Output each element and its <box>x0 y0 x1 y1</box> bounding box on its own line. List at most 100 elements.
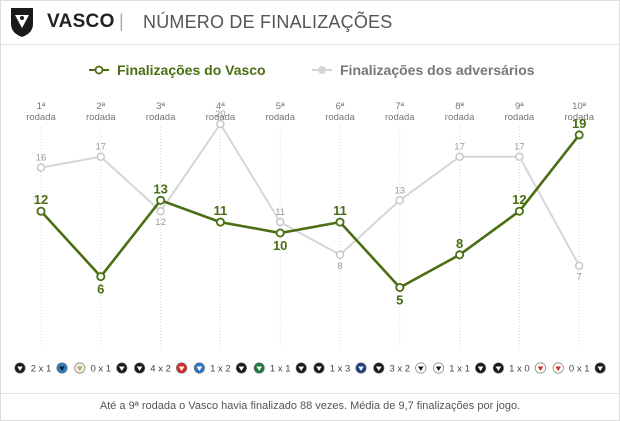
opponents-point <box>395 196 405 205</box>
vasco-data-label: 19 <box>572 116 586 131</box>
crest-mark <box>358 366 364 371</box>
opponents-data-label: 13 <box>395 185 406 196</box>
round-label-word: rodada <box>26 112 56 123</box>
vasco-point <box>574 130 584 140</box>
line-chart: Finalizações do Vasco Finalizações dos ad… <box>14 62 606 375</box>
vasco-data-label: 11 <box>333 203 347 218</box>
round-label-number: 10ª <box>572 101 587 112</box>
crest-mark <box>17 366 23 371</box>
footer: Até a 9ª rodada o Vasco havia finalizado… <box>1 393 619 420</box>
navy-crest-icon <box>355 362 367 374</box>
crest-mark <box>477 366 484 371</box>
blue-crest-icon <box>193 362 205 374</box>
vasco-point <box>275 228 285 238</box>
match-score: 1 x 1 <box>270 364 291 375</box>
round-label-number: 9ª <box>515 101 524 112</box>
crest-mark <box>59 366 65 371</box>
crest-mark <box>238 366 245 371</box>
vasco-data-label: 8 <box>456 236 463 251</box>
round-label-number: 3ª <box>156 101 165 112</box>
vasco-crest-icon <box>475 362 487 374</box>
opponents-data-label: 16 <box>36 153 47 164</box>
crest-mark <box>435 366 442 371</box>
vasco-crest-icon <box>14 362 26 374</box>
round-label-number: 1ª <box>37 101 46 112</box>
opponents-data-label: 20 <box>215 109 226 120</box>
round-label-number: 7ª <box>395 101 404 112</box>
vasco-point <box>156 195 166 205</box>
round-label-word: rodada <box>146 112 176 123</box>
crest-mark <box>495 366 502 371</box>
vasco-crest-icon <box>594 362 606 374</box>
match-score: 3 x 2 <box>389 364 410 375</box>
opponents-point <box>156 206 165 216</box>
legend-opponents-marker <box>318 66 326 74</box>
match-score: 0 x 1 <box>569 364 590 375</box>
vasco-data-label: 5 <box>396 293 403 308</box>
opponents-data-label: 11 <box>275 207 285 218</box>
crest-mark <box>178 366 185 371</box>
vasco-crest-icon <box>235 362 247 374</box>
round-label-word: rodada <box>206 112 236 123</box>
opponents-point <box>574 261 584 270</box>
vasco-point <box>514 206 524 216</box>
vasco-crest-icon <box>11 8 33 37</box>
match-score: 1 x 3 <box>330 364 351 375</box>
match-score: 4 x 2 <box>150 364 171 375</box>
round-label-number: 6ª <box>336 101 345 112</box>
crest-mark <box>555 366 561 371</box>
crest-mark <box>316 366 322 371</box>
vasco-data-label: 13 <box>153 181 167 196</box>
crest-mark <box>119 366 125 371</box>
round-label-word: rodada <box>86 112 116 123</box>
spfc-crest-icon <box>534 362 546 374</box>
vasco-data-label: 11 <box>214 203 228 218</box>
footer-note: Até a 9ª rodada o Vasco havia finalizado… <box>99 400 521 412</box>
bw-crest-icon <box>433 362 445 374</box>
team-name: VASCO <box>47 11 115 32</box>
opponents-data-label: 8 <box>337 261 342 272</box>
bw-crest-icon <box>415 362 427 374</box>
opponents-data-label: 17 <box>514 142 525 153</box>
opponents-point <box>335 250 345 260</box>
vasco-data-label: 10 <box>273 238 287 253</box>
crest-mark <box>298 366 304 371</box>
match-score: 1 x 2 <box>210 364 231 375</box>
vasco-crest-icon <box>116 362 128 374</box>
vasco-series-line <box>40 134 581 290</box>
vasco-crest-icon <box>313 362 325 374</box>
match-score: 2 x 1 <box>31 364 52 375</box>
vasco-crest-icon <box>373 362 385 374</box>
match-score: 0 x 1 <box>90 364 111 375</box>
opponents-data-label: 17 <box>96 142 107 153</box>
vasco-crest-icon <box>134 362 146 374</box>
round-label-word: rodada <box>265 112 295 123</box>
vasco-point <box>96 272 106 282</box>
opponents-point <box>515 152 524 161</box>
opponents-point <box>216 119 225 129</box>
spfc-crest-icon <box>552 362 564 374</box>
crest-mark <box>136 366 143 371</box>
vasco-data-label: 12 <box>512 192 526 207</box>
legend-opponents-label: Finalizações dos adversários <box>340 62 535 78</box>
round-label-word: rodada <box>385 112 415 123</box>
crest-mark <box>537 366 544 371</box>
match-score: 1 x 1 <box>449 364 470 375</box>
round-label-word: rodada <box>505 112 535 123</box>
round-label-word: rodada <box>325 112 355 123</box>
opponents-series-line <box>40 122 581 267</box>
round-label-number: 4ª <box>216 101 225 112</box>
crest-mark <box>597 366 603 371</box>
green-crest-icon <box>253 362 265 374</box>
vasco-crest-icon <box>492 362 504 374</box>
opponents-data-label: 12 <box>155 217 166 228</box>
vasco-point <box>36 206 46 216</box>
vasco-crest-icon <box>295 362 307 374</box>
crest-mark <box>256 366 262 371</box>
opponents-point <box>275 217 285 227</box>
opponents-data-label: 17 <box>454 142 465 153</box>
crest-mark <box>418 366 424 371</box>
round-label-word: rodada <box>445 112 475 123</box>
crest-mark <box>77 366 83 371</box>
